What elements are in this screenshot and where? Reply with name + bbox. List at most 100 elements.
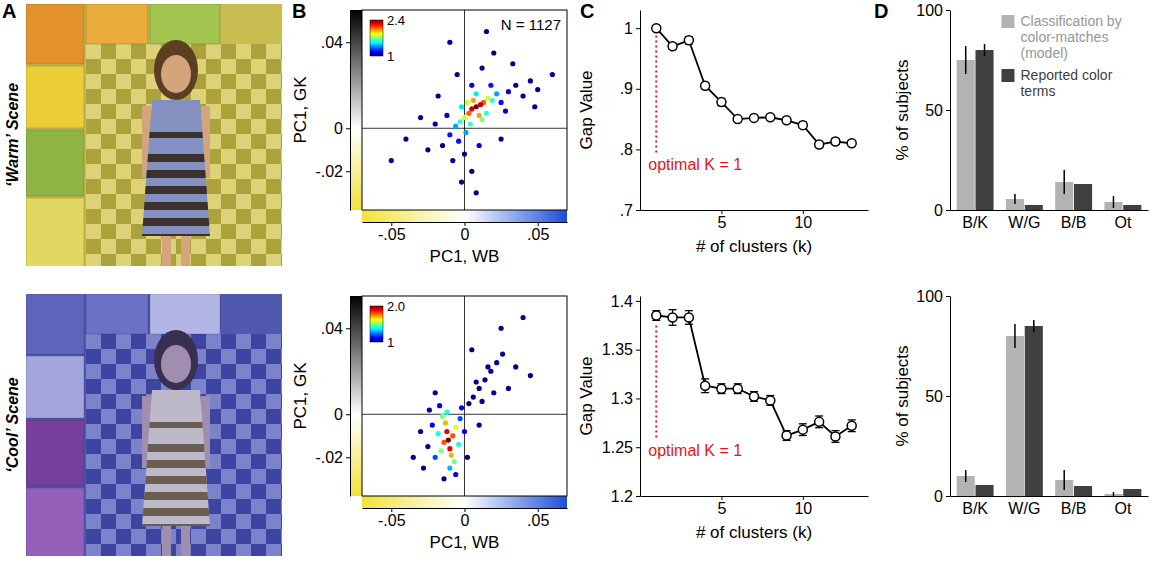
- y-axis: -.02 0 .04: [315, 11, 350, 211]
- plot-area: [957, 320, 1142, 496]
- error-bar: [1064, 470, 1065, 490]
- bar: [1025, 326, 1043, 496]
- point: [459, 179, 464, 184]
- marker: [717, 98, 726, 107]
- y-axis-tick-mark: [636, 149, 640, 150]
- y-axis-tick: .9: [620, 80, 640, 97]
- error-bar: [799, 424, 807, 436]
- error-cap: [848, 431, 856, 432]
- y-axis-tick-label: 0: [334, 120, 343, 137]
- marker: [831, 432, 840, 441]
- marker: [782, 116, 791, 125]
- x-axis-tick: B/K: [962, 210, 988, 231]
- error-stem: [965, 470, 967, 482]
- y-axis-title: % of subjects: [893, 59, 912, 160]
- marker: [668, 42, 677, 51]
- error-bar: [685, 37, 693, 44]
- point: [433, 390, 438, 395]
- error-stem: [1113, 196, 1115, 208]
- scene-tint: [26, 294, 282, 556]
- plot-area: [362, 10, 567, 210]
- error-stem: [1113, 492, 1115, 496]
- y-axis-tick-label: 100: [916, 2, 943, 19]
- error-bar: [1014, 194, 1015, 204]
- marker: [684, 313, 693, 322]
- x-axis: 510: [641, 496, 869, 517]
- annotation-line: [655, 325, 657, 439]
- point: [485, 364, 490, 369]
- x-axis-tick: .05: [527, 222, 549, 243]
- point: [506, 89, 511, 94]
- point: [443, 420, 448, 425]
- point: [452, 459, 457, 464]
- text-line: color-matches: [1020, 29, 1108, 45]
- point: [550, 72, 555, 77]
- y-axis-tick-mark: [946, 110, 950, 111]
- legend-item: Reported colorterms: [1001, 67, 1112, 99]
- y-axis-title: PC1, GK: [291, 362, 310, 430]
- error-stem: [984, 44, 986, 56]
- error-cap: [831, 442, 839, 443]
- error-stem: [1063, 170, 1065, 194]
- x-axis-tick: 5: [717, 210, 726, 231]
- point: [520, 315, 525, 320]
- bar: [1025, 205, 1043, 210]
- point: [528, 373, 533, 378]
- point: [453, 472, 458, 477]
- point: [491, 50, 496, 55]
- point: [513, 364, 518, 369]
- point: [430, 422, 435, 427]
- y-axis-tick-mark: [346, 328, 350, 329]
- point: [418, 115, 423, 120]
- bar: [1123, 489, 1141, 496]
- point: [450, 433, 455, 438]
- point: [465, 100, 470, 105]
- bar: [1074, 486, 1092, 496]
- y-axis-tick-mark: [946, 396, 950, 397]
- error-cap: [701, 392, 709, 393]
- x-axis-tick-label: B/B: [1061, 500, 1087, 517]
- x-axis-tick: 5: [717, 496, 726, 517]
- panel-letter: B: [292, 0, 306, 22]
- zero-line: [362, 128, 567, 129]
- point: [474, 190, 479, 195]
- point: [447, 132, 452, 137]
- legend-label: Classification bycolor-matches(model): [1020, 13, 1121, 61]
- y-axis-tick-mark: [946, 10, 950, 11]
- x-axis: B/KW/GB/BOt: [951, 496, 1149, 517]
- marker: [733, 384, 742, 393]
- point: [499, 100, 504, 105]
- marker: [831, 137, 840, 146]
- error-cap: [701, 378, 709, 379]
- y-axis-title: PC1, GK: [291, 76, 310, 144]
- y-axis-tick-label: -.02: [315, 163, 343, 180]
- point: [436, 93, 441, 98]
- error-bar: [717, 98, 725, 105]
- y-axis-tick-label: 1.3: [611, 390, 633, 407]
- colorbar-label: 2.0: [387, 299, 405, 314]
- error-cap: [815, 415, 823, 416]
- y-axis: .7.8.91: [620, 11, 641, 219]
- y-axis-tick-mark: [636, 398, 640, 399]
- point: [474, 379, 479, 384]
- marker: [750, 113, 759, 122]
- point: [425, 444, 430, 449]
- y-axis-line: [950, 11, 951, 211]
- y-axis-title: Gap Value: [577, 70, 596, 149]
- x-axis-line: [641, 210, 869, 211]
- point: [446, 437, 451, 442]
- x-axis-tick-label: Ot: [1114, 214, 1131, 231]
- y-axis-tick-label: .9: [620, 80, 633, 97]
- y-axis-tick-mark: [946, 496, 950, 497]
- y-axis: 050100: [916, 288, 950, 505]
- y-axis-tick-label: .04: [321, 34, 343, 51]
- x-axis-tick-label: W/G: [1008, 214, 1040, 231]
- x-axis-line: [951, 496, 1149, 497]
- y-axis-tick: 1.35: [602, 341, 640, 358]
- marker: [750, 392, 759, 401]
- error-cap: [799, 435, 807, 436]
- point: [494, 360, 499, 365]
- point: [427, 407, 432, 412]
- y-axis-tick-label: -.02: [315, 449, 343, 466]
- error-cap: [669, 309, 677, 310]
